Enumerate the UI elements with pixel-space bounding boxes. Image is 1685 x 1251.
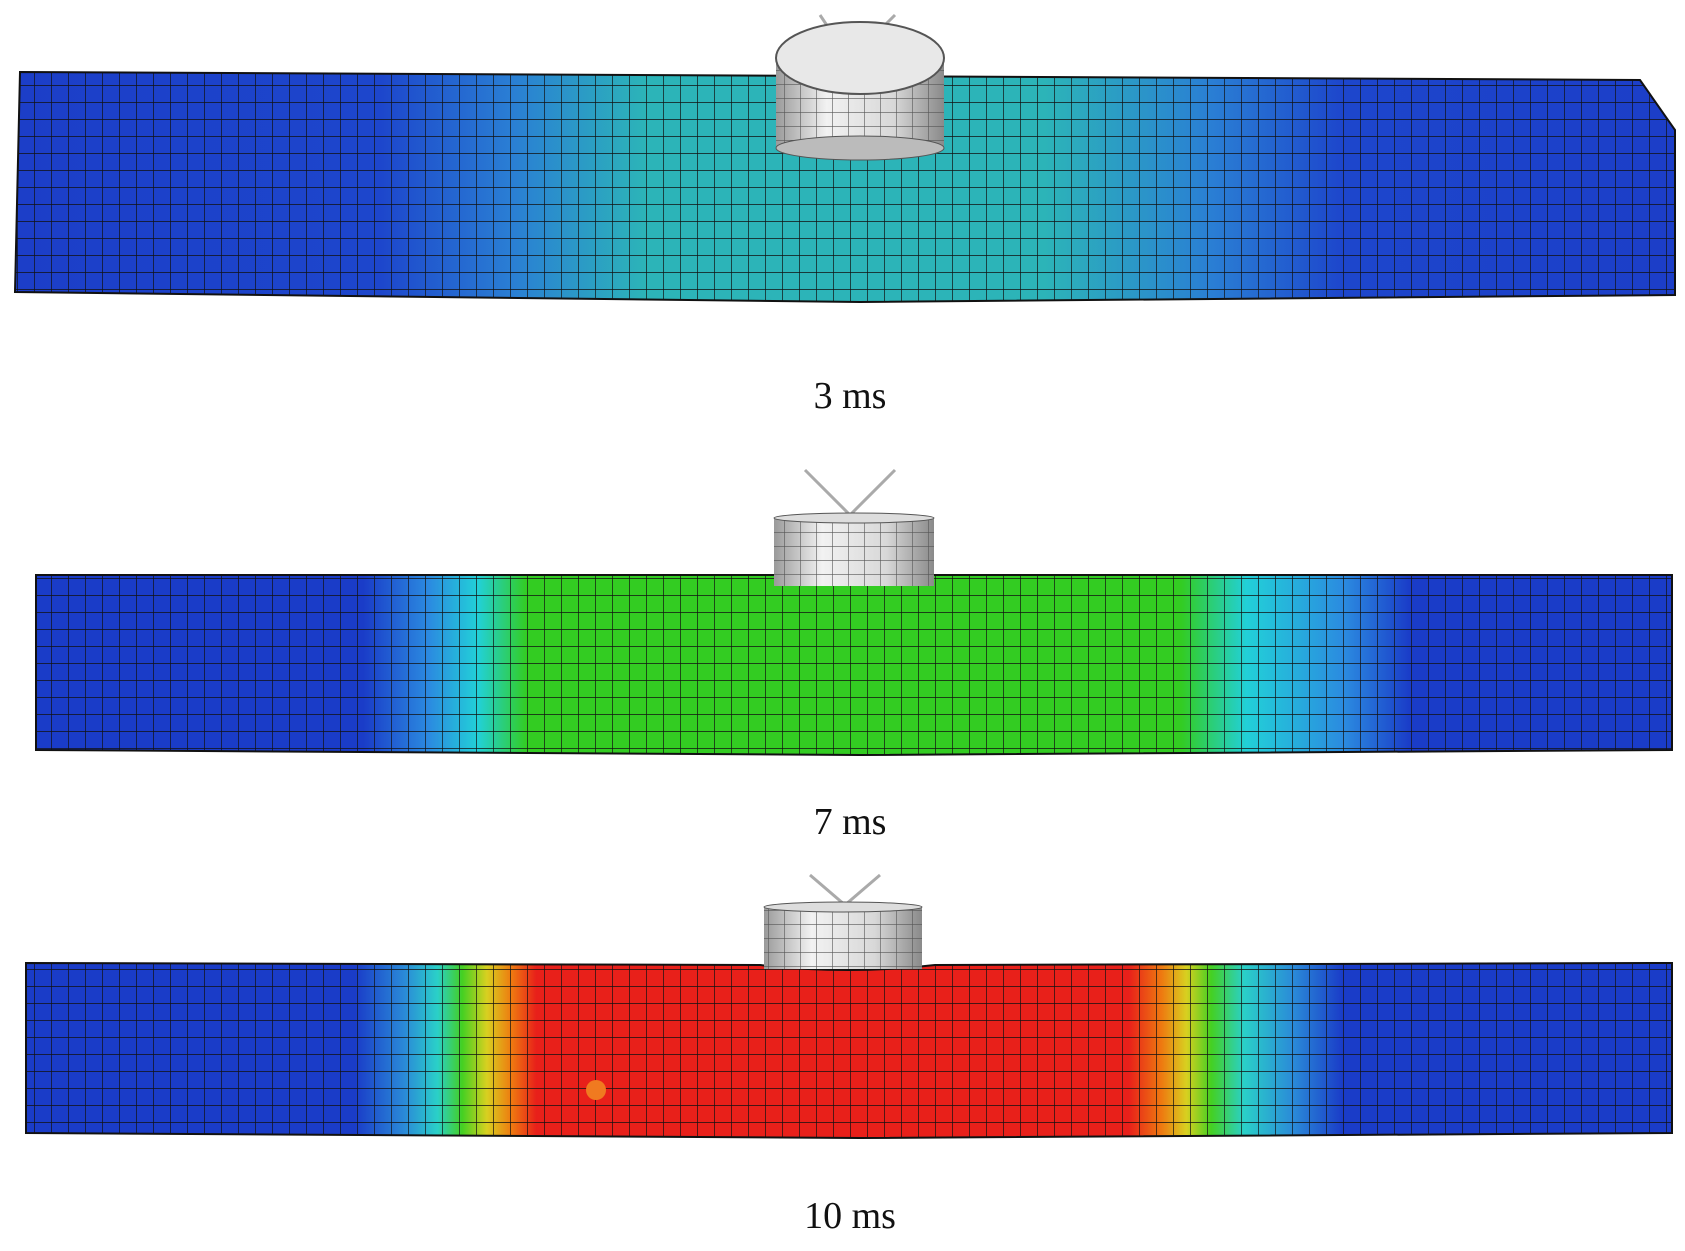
time-label: 10 ms: [804, 1195, 896, 1237]
time-label: 7 ms: [814, 801, 887, 843]
impactor-3ms: [775, 13, 945, 161]
beam-3ms: [13, 70, 1676, 304]
beam-10ms: [25, 961, 1673, 1140]
beam-7ms: [35, 574, 1673, 757]
impactor-10ms: [763, 873, 923, 969]
impactor-7ms: [773, 468, 935, 586]
time-label: 3 ms: [814, 375, 887, 417]
